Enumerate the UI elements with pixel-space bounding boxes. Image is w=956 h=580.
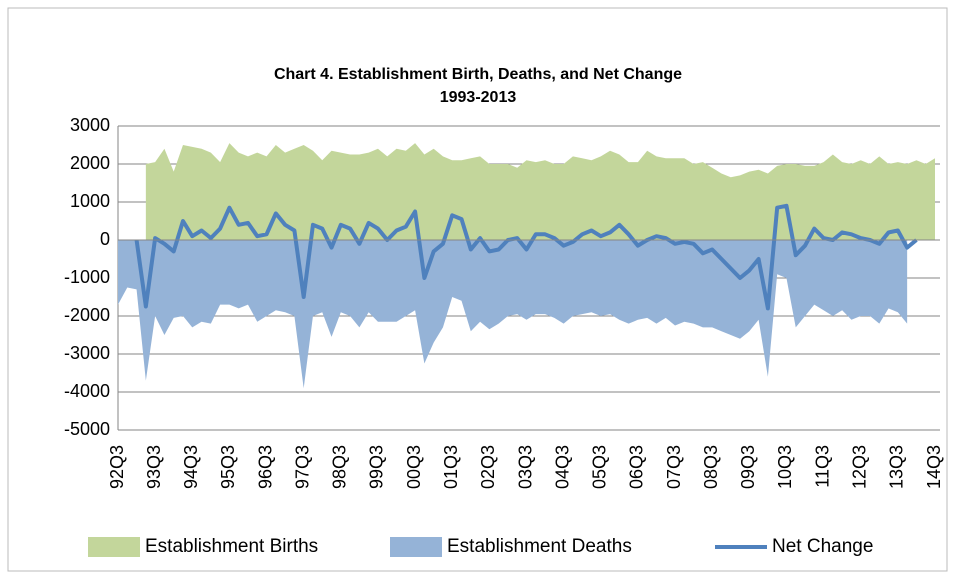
legend-swatch (88, 537, 140, 557)
x-tick-label: 03Q3 (515, 445, 535, 489)
x-tick-label: 00Q3 (404, 445, 424, 489)
x-tick-label: 96Q3 (255, 445, 275, 489)
y-tick-label: 2000 (70, 153, 110, 173)
x-tick-label: 10Q3 (775, 445, 795, 489)
x-tick-label: 99Q3 (367, 445, 387, 489)
x-tick-label: 05Q3 (590, 445, 610, 489)
x-tick-label: 14Q3 (924, 445, 944, 489)
legend-swatch (390, 537, 442, 557)
x-tick-label: 06Q3 (627, 445, 647, 489)
x-tick-label: 09Q3 (738, 445, 758, 489)
x-tick-label: 07Q3 (664, 445, 684, 489)
line (134, 203, 918, 311)
x-tick-label: 01Q3 (441, 445, 461, 489)
x-tick-label: 98Q3 (330, 445, 350, 489)
x-tick-label: 08Q3 (701, 445, 721, 489)
x-tick-label: 97Q3 (292, 445, 312, 489)
area (145, 143, 935, 240)
area (118, 240, 908, 389)
x-tick-label: 95Q3 (218, 445, 238, 489)
y-tick-label: -1000 (64, 267, 110, 287)
x-tick-label: 12Q3 (849, 445, 869, 489)
y-tick-label: 1000 (70, 191, 110, 211)
legend-label: Establishment Births (145, 536, 318, 557)
x-tick-label: 13Q3 (887, 445, 907, 489)
x-tick-label: 11Q3 (812, 445, 832, 488)
legend-label: Establishment Deaths (447, 536, 632, 557)
x-tick-label: 02Q3 (478, 445, 498, 489)
x-tick-label: 93Q3 (144, 445, 164, 489)
y-tick-label: -5000 (64, 419, 110, 439)
y-tick-label: -2000 (64, 305, 110, 325)
y-tick-label: -4000 (64, 381, 110, 401)
x-tick-label: 04Q3 (552, 445, 572, 489)
chart-title: Chart 4. Establishment Birth, Deaths, an… (274, 66, 682, 83)
x-tick-label: 94Q3 (181, 445, 201, 489)
legend-label: Net Change (772, 536, 873, 557)
x-tick-label: 92Q3 (107, 445, 127, 489)
y-tick-label: 0 (100, 229, 110, 249)
y-tick-label: 3000 (70, 115, 110, 135)
y-tick-label: -3000 (64, 343, 110, 363)
chart-subtitle: 1993-2013 (440, 89, 517, 106)
